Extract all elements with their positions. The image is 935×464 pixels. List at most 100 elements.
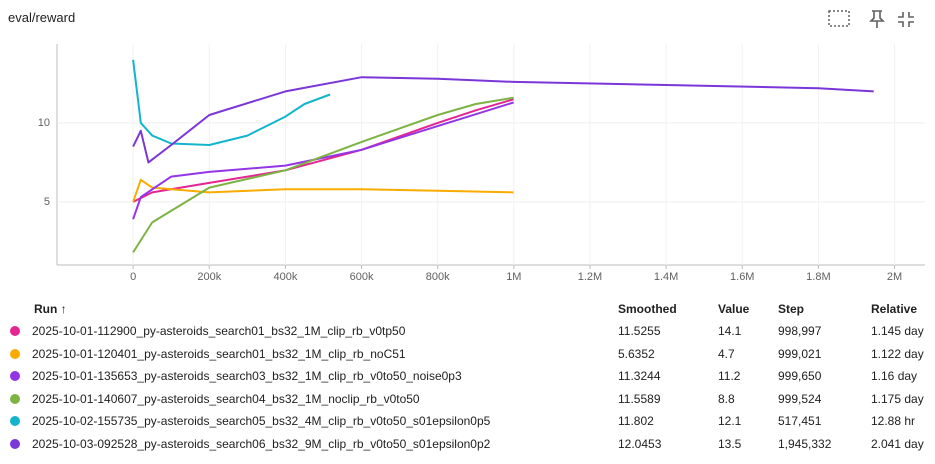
cell-text: Value xyxy=(718,302,750,316)
pin-button[interactable] xyxy=(869,10,885,28)
run-row[interactable]: 2025-10-01-135653_py-asteroids_search03_… xyxy=(0,365,935,388)
table-cell: 998,997 xyxy=(778,320,871,343)
table-cell: 1,945,332 xyxy=(778,433,871,456)
cell-text: 12.88 hr xyxy=(871,414,916,429)
smoothed-line xyxy=(132,98,514,203)
run-cell: 2025-10-02-155735_py-asteroids_search05_… xyxy=(0,410,618,433)
run-color[interactable] xyxy=(10,348,20,359)
cell-text: 4.7 xyxy=(718,346,735,361)
x-tick-label: 0 xyxy=(130,271,136,283)
table-cell: 1.16 day xyxy=(871,365,935,388)
table-cell: 11.3244 xyxy=(618,365,718,388)
run-name: 2025-10-01-120401_py-asteroids_search01_… xyxy=(32,346,406,361)
column-header[interactable]: Step xyxy=(778,298,871,320)
run-row[interactable]: 2025-10-01-140607_py-asteroids_search04_… xyxy=(0,388,935,411)
run-table: Run ↑ Smoothed Value Step Relative 2025-10-0… xyxy=(0,298,935,455)
cell-text: 999,021 xyxy=(778,346,822,361)
run-cell: 2025-10-03-092528_py-asteroids_search06_… xyxy=(0,433,618,456)
table-cell: 4.7 xyxy=(718,343,778,366)
table-cell: 517,451 xyxy=(778,410,871,433)
table-cell: 11.5589 xyxy=(618,388,718,411)
cell-text: 1.145 day xyxy=(871,324,924,339)
cell-text: 12.1 xyxy=(718,414,742,429)
smoothed-line xyxy=(132,96,514,253)
x-tick-label: 1.4M xyxy=(654,271,678,283)
cell-text: 14.1 xyxy=(718,324,742,339)
cell-text: 11.3244 xyxy=(618,369,661,384)
run-cell: 2025-10-01-120401_py-asteroids_search01_… xyxy=(0,343,618,366)
run-row[interactable]: 2025-10-03-092528_py-asteroids_search06_… xyxy=(0,433,935,456)
cell-text: Run ↑ xyxy=(34,302,67,316)
smoothed-line xyxy=(132,76,874,164)
x-tick-label: 1.2M xyxy=(578,271,602,283)
table-cell: 12.88 hr xyxy=(871,410,935,433)
smoothed-line xyxy=(132,178,514,203)
run-color[interactable] xyxy=(10,416,20,427)
chart: 5 10 0 200k 400k 600k 800k 1M 1.2M 1.4M 1.6M 1.8M 2M xyxy=(38,44,925,283)
x-tick-label: 600k xyxy=(350,271,374,283)
table-cell: 13.5 xyxy=(718,433,778,456)
cell-text: Step xyxy=(778,302,805,316)
cell-text: 11.5589 xyxy=(618,391,661,406)
cell-text: 5.6352 xyxy=(618,346,655,361)
table-cell: 999,650 xyxy=(778,365,871,388)
run-row[interactable]: 2025-10-02-155735_py-asteroids_search05_… xyxy=(0,410,935,433)
x-tick-label: 400k xyxy=(273,271,297,283)
run-row[interactable]: 2025-10-01-112900_py-asteroids_search01_… xyxy=(0,320,935,343)
x-tick-label: 1.8M xyxy=(806,271,830,283)
fit-domain-button[interactable] xyxy=(828,10,850,27)
run-color[interactable] xyxy=(10,326,20,337)
table-cell: 999,524 xyxy=(778,388,871,411)
collapse-button[interactable] xyxy=(898,12,914,27)
cell-text: 1.122 day xyxy=(871,346,924,361)
table-cell: 1.122 day xyxy=(871,343,935,366)
run-name: 2025-10-03-092528_py-asteroids_search06_… xyxy=(32,436,491,451)
cell-text: 11.5255 xyxy=(618,324,661,339)
table-cell: 1.145 day xyxy=(871,320,935,343)
cell-text: 999,650 xyxy=(778,369,822,384)
cell-text: 2.041 day xyxy=(871,436,924,451)
cell-text: 998,997 xyxy=(778,324,822,339)
x-tick-label: 1.6M xyxy=(730,271,754,283)
table-cell: 2.041 day xyxy=(871,433,935,456)
run-cell: 2025-10-01-140607_py-asteroids_search04_… xyxy=(0,388,618,411)
cell-text: 8.8 xyxy=(718,391,735,406)
cell-text: Relative xyxy=(871,302,918,316)
card-title: eval/reward xyxy=(8,10,76,25)
table-cell: 14.1 xyxy=(718,320,778,343)
run-cell: 2025-10-01-135653_py-asteroids_search03_… xyxy=(0,365,618,388)
table-cell: 12.0453 xyxy=(618,433,718,456)
x-tick-label: 200k xyxy=(197,271,221,283)
table-cell: 8.8 xyxy=(718,388,778,411)
run-name: 2025-10-02-155735_py-asteroids_search05_… xyxy=(32,414,491,429)
cell-text: 1.175 day xyxy=(871,391,924,406)
run-name: 2025-10-01-112900_py-asteroids_search01_… xyxy=(32,324,406,339)
x-tick-label: 2M xyxy=(887,271,902,283)
table-cell: 11.802 xyxy=(618,410,718,433)
column-header[interactable]: Run ↑ xyxy=(0,298,618,320)
column-header[interactable]: Smoothed xyxy=(618,298,718,320)
run-row[interactable]: 2025-10-01-120401_py-asteroids_search01_… xyxy=(0,343,935,366)
cell-text: 11.2 xyxy=(718,369,741,384)
cell-text: 12.0453 xyxy=(618,436,662,451)
run-color[interactable] xyxy=(10,438,20,449)
table-cell: 999,021 xyxy=(778,343,871,366)
run-cell: 2025-10-01-112900_py-asteroids_search01_… xyxy=(0,320,618,343)
card-toolbar xyxy=(828,10,914,28)
y-tick-label: 5 xyxy=(44,196,50,208)
run-name: 2025-10-01-135653_py-asteroids_search03_… xyxy=(32,369,462,384)
cell-text: 1.16 day xyxy=(871,369,918,384)
x-tick-label: 1M xyxy=(506,271,521,283)
column-header[interactable]: Value xyxy=(718,298,778,320)
y-tick-label: 10 xyxy=(38,117,50,129)
table-cell: 5.6352 xyxy=(618,343,718,366)
cell-text: 517,451 xyxy=(778,414,822,429)
table-cell: 1.175 day xyxy=(871,388,935,411)
cell-text: 11.802 xyxy=(618,414,654,429)
column-header[interactable]: Relative xyxy=(871,298,935,320)
run-color[interactable] xyxy=(10,371,20,382)
cell-text: 999,524 xyxy=(778,391,822,406)
run-color[interactable] xyxy=(10,393,20,404)
smoothed-line xyxy=(132,59,331,146)
